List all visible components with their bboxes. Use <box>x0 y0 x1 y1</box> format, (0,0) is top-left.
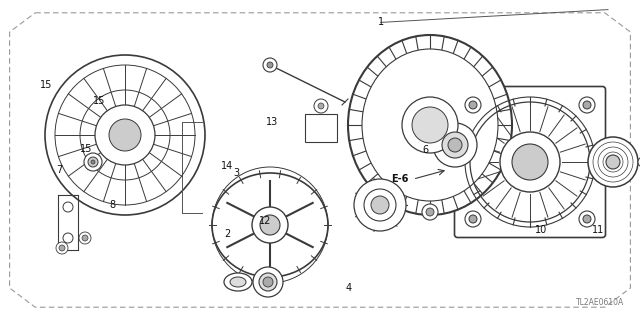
Circle shape <box>314 99 328 113</box>
Text: 13: 13 <box>266 116 278 127</box>
Text: 11: 11 <box>592 225 605 236</box>
Circle shape <box>465 211 481 227</box>
Circle shape <box>95 105 155 165</box>
Circle shape <box>512 144 548 180</box>
Ellipse shape <box>224 273 252 291</box>
Ellipse shape <box>230 277 246 287</box>
Text: 10: 10 <box>534 225 547 236</box>
Circle shape <box>45 55 205 215</box>
Circle shape <box>318 103 324 109</box>
Circle shape <box>465 97 481 113</box>
Circle shape <box>588 137 638 187</box>
Circle shape <box>63 233 73 243</box>
Circle shape <box>638 157 640 167</box>
Circle shape <box>82 235 88 241</box>
Text: 15: 15 <box>40 80 52 90</box>
Circle shape <box>422 204 438 220</box>
Circle shape <box>59 245 65 251</box>
Circle shape <box>263 58 277 72</box>
Circle shape <box>88 157 98 167</box>
Circle shape <box>91 160 95 164</box>
Circle shape <box>448 138 462 152</box>
Ellipse shape <box>348 35 512 215</box>
Circle shape <box>84 153 102 171</box>
Circle shape <box>579 211 595 227</box>
Circle shape <box>56 242 68 254</box>
Text: 8: 8 <box>109 200 115 210</box>
Circle shape <box>469 101 477 109</box>
Circle shape <box>469 215 477 223</box>
Text: 15: 15 <box>93 96 106 106</box>
Circle shape <box>267 62 273 68</box>
Circle shape <box>412 107 448 143</box>
Circle shape <box>426 208 434 216</box>
Text: 12: 12 <box>259 216 272 226</box>
Text: 1: 1 <box>378 17 384 28</box>
Circle shape <box>583 215 591 223</box>
Circle shape <box>433 123 477 167</box>
Text: 14: 14 <box>221 161 234 172</box>
Text: 7: 7 <box>56 164 63 175</box>
Circle shape <box>500 132 560 192</box>
Circle shape <box>579 97 595 113</box>
Text: TL2AE0610A: TL2AE0610A <box>576 298 624 307</box>
Circle shape <box>354 179 406 231</box>
Ellipse shape <box>212 173 328 277</box>
Circle shape <box>63 202 73 212</box>
FancyBboxPatch shape <box>454 86 605 237</box>
Circle shape <box>583 101 591 109</box>
Ellipse shape <box>362 49 498 201</box>
Text: 6: 6 <box>422 145 429 156</box>
Bar <box>305 114 337 142</box>
Circle shape <box>371 196 389 214</box>
Circle shape <box>79 232 91 244</box>
Circle shape <box>109 119 141 151</box>
Circle shape <box>606 155 620 169</box>
Text: E-6: E-6 <box>391 174 409 184</box>
Circle shape <box>263 277 273 287</box>
Circle shape <box>364 189 396 221</box>
Circle shape <box>442 132 468 158</box>
Circle shape <box>260 215 280 235</box>
Text: 3: 3 <box>234 168 240 178</box>
Text: 2: 2 <box>224 228 230 239</box>
Circle shape <box>253 267 283 297</box>
Circle shape <box>259 273 277 291</box>
Text: 4: 4 <box>346 283 352 293</box>
Circle shape <box>252 207 288 243</box>
Text: 15: 15 <box>80 144 93 154</box>
Circle shape <box>402 97 458 153</box>
